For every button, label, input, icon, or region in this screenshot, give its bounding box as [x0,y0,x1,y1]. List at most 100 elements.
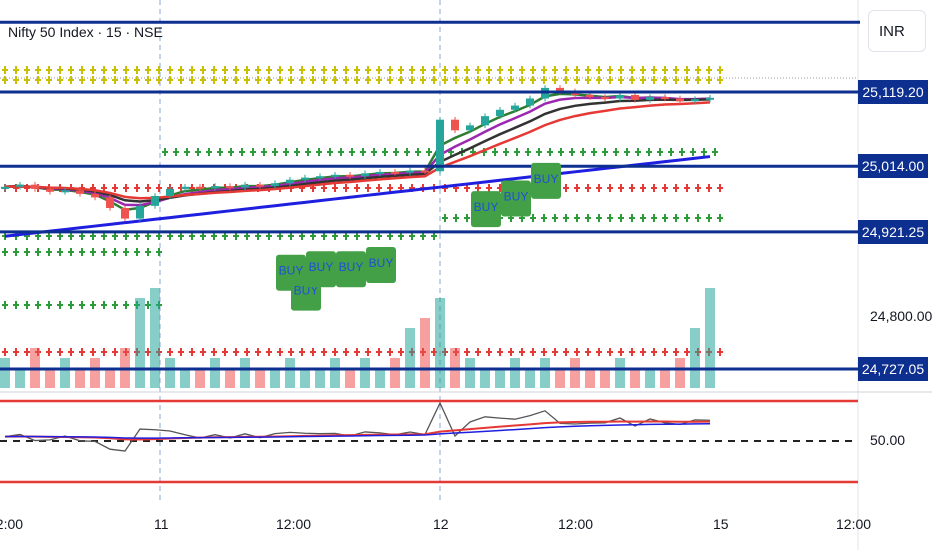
cross-marker [123,66,129,74]
cross-marker [563,348,569,356]
cross-marker [112,248,118,256]
cross-marker [277,66,283,74]
cross-marker [640,76,646,84]
cross-marker [552,348,558,356]
cross-marker [354,232,360,240]
cross-marker [167,76,173,84]
cross-marker [695,214,701,222]
cross-marker [492,148,498,156]
cross-marker [189,232,195,240]
cross-marker [409,232,415,240]
cross-marker [222,76,228,84]
cross-marker [255,232,261,240]
cross-marker [431,232,437,240]
cross-marker [651,184,657,192]
cross-marker [706,184,712,192]
volume-bar [615,358,625,388]
cross-marker [602,148,608,156]
cross-marker [299,348,305,356]
cross-marker [585,214,591,222]
cross-marker [618,184,624,192]
cross-marker [13,301,19,309]
cross-marker [596,214,602,222]
cross-marker [134,232,140,240]
candle-body [61,190,69,193]
candle-body [181,186,189,189]
cross-marker [200,232,206,240]
volume-bar [195,368,205,388]
cross-marker [310,348,316,356]
cross-marker [57,76,63,84]
volume-bar [240,358,250,388]
volume-bar [585,368,595,388]
buy-signal-box [336,251,366,288]
volume-bar [270,368,280,388]
cross-marker [123,232,129,240]
cross-marker [321,232,327,240]
moving-average-line [4,95,711,207]
cross-marker [404,148,410,156]
cross-marker [57,248,63,256]
cross-marker [145,66,151,74]
candle-body [31,184,39,189]
volume-bar [135,298,145,388]
cross-marker [255,76,261,84]
cross-marker [497,76,503,84]
cross-marker [453,76,459,84]
cross-marker [640,348,646,356]
cross-marker [68,348,74,356]
volume-bar [315,368,325,388]
cross-marker [701,148,707,156]
volume-bar [570,358,580,388]
cross-marker [101,66,107,74]
cross-marker [497,348,503,356]
cross-marker [574,348,580,356]
cross-marker [552,66,558,74]
candle-body [166,188,174,196]
cross-marker [398,232,404,240]
cross-marker [712,148,718,156]
cross-marker [2,301,8,309]
cross-marker [310,232,316,240]
oscillator-signal-line [4,420,711,441]
cross-marker [156,76,162,84]
currency-button[interactable]: INR [868,10,926,52]
cross-marker [530,66,536,74]
cross-marker [321,348,327,356]
cross-marker [288,76,294,84]
cross-marker [541,214,547,222]
cross-marker [46,348,52,356]
cross-marker [684,214,690,222]
cross-marker [624,148,630,156]
cross-marker [46,232,52,240]
cross-marker [607,76,613,84]
cross-marker [420,66,426,74]
cross-marker [24,76,30,84]
cross-marker [706,66,712,74]
volume-bar [690,328,700,388]
cross-marker [178,76,184,84]
cross-marker [283,148,289,156]
cross-marker [651,66,657,74]
cross-marker [684,76,690,84]
cross-marker [365,76,371,84]
cross-marker [640,214,646,222]
cross-marker [690,148,696,156]
volume-bar [555,368,565,388]
cross-marker [206,148,212,156]
candle-body [436,119,444,172]
cross-marker [475,76,481,84]
cross-marker [68,248,74,256]
candle-body [196,186,204,189]
cross-marker [398,348,404,356]
cross-marker [365,66,371,74]
cross-marker [123,248,129,256]
cross-marker [277,232,283,240]
cross-marker [13,66,19,74]
cross-marker [244,76,250,84]
cross-marker [321,76,327,84]
cross-marker [662,76,668,84]
candle-body [331,174,339,177]
cross-marker [244,66,250,74]
